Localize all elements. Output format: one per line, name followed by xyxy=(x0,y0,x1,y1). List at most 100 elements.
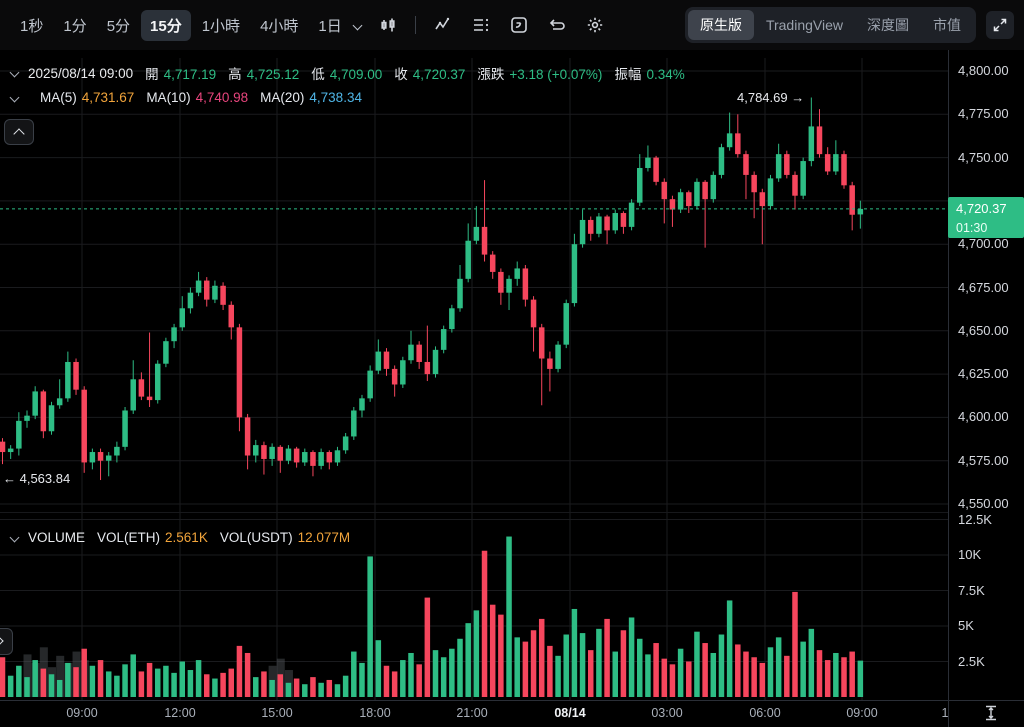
view-tab-深度圖[interactable]: 深度圖 xyxy=(855,10,921,40)
expand-pane-right-button[interactable] xyxy=(0,628,13,655)
field-label: 低 xyxy=(311,67,325,82)
volume-title: VOLUME xyxy=(28,530,86,545)
timeframe-5分[interactable]: 5分 xyxy=(98,10,139,41)
price-tick-label: 4,625.00 xyxy=(958,366,1009,382)
volume-bar xyxy=(686,661,692,697)
candle-body xyxy=(105,455,112,461)
line-chart-icon[interactable] xyxy=(427,11,459,39)
view-tab-原生版[interactable]: 原生版 xyxy=(687,10,754,40)
timeframe-15分[interactable]: 15分 xyxy=(141,9,191,41)
ma-fields: MA(5) 4,731.67 MA(10) 4,740.98 MA(20) 4,738.3… xyxy=(28,90,362,105)
formula-icon[interactable] xyxy=(503,11,535,39)
volume-bar xyxy=(277,674,284,697)
timeframe-1日[interactable]: 1日 xyxy=(309,10,350,41)
collapse-volume-icon[interactable] xyxy=(10,533,20,543)
candle-body xyxy=(400,360,406,385)
candle-body xyxy=(498,271,504,293)
candle-body xyxy=(571,244,578,304)
volume-bar xyxy=(48,674,55,697)
volume-bar xyxy=(424,597,431,697)
candle-body xyxy=(130,379,136,411)
volume-bar xyxy=(604,618,610,697)
price-tick-label: 4,575.00 xyxy=(958,452,1009,468)
volume-bar xyxy=(792,591,798,697)
fullscreen-icon[interactable] xyxy=(986,11,1014,39)
candle-countdown: 01:30 xyxy=(956,220,988,235)
view-tab-市值[interactable]: 市值 xyxy=(921,10,973,40)
volume-bar xyxy=(718,634,725,697)
candle-body xyxy=(302,452,308,463)
volume-tick-label: 10K xyxy=(958,547,982,562)
volume-bar xyxy=(563,634,569,697)
volume-bar xyxy=(105,671,112,697)
price-tick-label: 4,750.00 xyxy=(958,149,1009,165)
timeframe-4小時[interactable]: 4小時 xyxy=(251,10,307,41)
ohlc-info-row: 2025/08/14 09:00 開 4,717.19 高 4,725.12 低 4,70… xyxy=(10,63,685,83)
field-value: 4,709.00 xyxy=(329,67,383,82)
volume-bar xyxy=(391,671,398,697)
candle-body xyxy=(228,304,235,328)
volume-bar xyxy=(522,641,529,697)
volume-bar xyxy=(81,648,87,697)
axis-scale-icon[interactable] xyxy=(976,701,1006,725)
candle-body xyxy=(775,154,782,179)
volume-bar xyxy=(416,664,422,697)
candle-body xyxy=(792,174,798,196)
indicator-list-icon[interactable] xyxy=(465,11,497,39)
volume-bar xyxy=(784,655,790,697)
candle-body xyxy=(547,358,553,369)
volume-bar xyxy=(645,654,651,697)
candle-body xyxy=(481,226,488,255)
current-price-badge: 4,720.37 01:30 xyxy=(948,196,1024,238)
pane-separator[interactable] xyxy=(0,512,948,513)
replay-icon[interactable] xyxy=(541,11,573,39)
volume-bar xyxy=(359,662,365,697)
volume-bar xyxy=(56,679,63,697)
volume-bar xyxy=(555,655,561,697)
candle-body xyxy=(424,361,431,375)
timeframe-1秒[interactable]: 1秒 xyxy=(11,10,52,41)
volume-tick-label: 7.5K xyxy=(958,582,985,598)
view-tab-group: 原生版 TradingView 深度圖 市值 xyxy=(684,7,976,43)
field-label: MA(10) xyxy=(146,90,191,105)
volume-bar xyxy=(212,678,218,697)
session-high-label: 4,784.69 → xyxy=(737,90,805,105)
current-price-value: 4,720.37 xyxy=(956,200,1007,216)
candle-body xyxy=(612,213,618,231)
collapse-pane-up-button[interactable] xyxy=(4,119,34,145)
collapse-info-icon[interactable] xyxy=(10,68,20,78)
volume-bar xyxy=(514,637,520,697)
candle-body xyxy=(579,219,586,245)
price-tick-label: 4,650.00 xyxy=(958,322,1009,338)
volume-bar xyxy=(579,633,586,697)
candle-body xyxy=(7,448,14,453)
volume-bar xyxy=(841,657,847,697)
volume-bar xyxy=(653,643,659,697)
candle-body xyxy=(449,308,455,330)
volume-bar xyxy=(179,661,185,697)
candle-body xyxy=(138,379,145,397)
volume-bar xyxy=(65,662,71,697)
candle-body xyxy=(694,181,700,207)
candle-body xyxy=(204,280,210,300)
view-tab-TradingView[interactable]: TradingView xyxy=(754,12,855,38)
volume-bar xyxy=(530,630,537,697)
candle-body xyxy=(375,351,382,371)
candle-body xyxy=(154,363,161,401)
timeframe-1小時[interactable]: 1小時 xyxy=(193,10,249,41)
timeframe-1分[interactable]: 1分 xyxy=(54,10,95,41)
candle-body xyxy=(326,452,333,463)
volume-bar xyxy=(375,640,382,697)
settings-gear-icon[interactable] xyxy=(579,11,611,39)
candle-body xyxy=(645,157,651,168)
volume-bar xyxy=(32,660,38,697)
volume-tick-label: 12.5K xyxy=(958,511,992,527)
candle-chart-icon[interactable] xyxy=(372,11,404,39)
field-value: 4,740.98 xyxy=(195,90,249,105)
candle-body xyxy=(32,391,38,416)
candle-body xyxy=(81,389,87,463)
timeframe-dropdown-icon[interactable] xyxy=(354,21,363,30)
collapse-ma-icon[interactable] xyxy=(10,93,20,103)
field-label: 收 xyxy=(394,67,408,82)
